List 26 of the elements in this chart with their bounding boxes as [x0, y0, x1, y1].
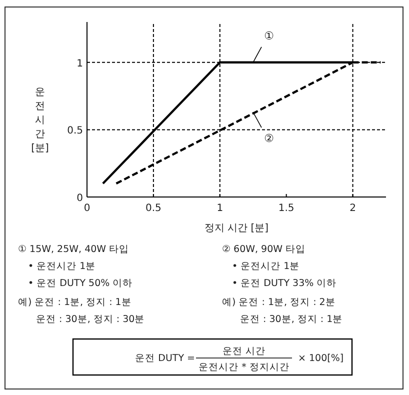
x-tick-label: 1.5	[278, 203, 294, 214]
y-tick-label: 1	[76, 58, 83, 70]
y-tick-label: 0	[76, 193, 83, 204]
text: × 100[%]	[298, 353, 344, 364]
x-tick-label: 0.5	[145, 203, 162, 214]
x-axis-title: 정지 시간 [분]	[204, 223, 269, 234]
text: 운전 시간	[222, 346, 266, 357]
annotation: ②	[264, 132, 274, 146]
text: ① 15W, 25W, 40W 타입	[18, 244, 130, 255]
text: 예) 운전 : 1분, 정지 : 1분	[18, 297, 132, 308]
text: • 운전 DUTY 50% 이하	[28, 278, 133, 289]
x-tick-label: 1	[216, 203, 224, 214]
text: 운전 : 30분, 정지 : 30분	[36, 314, 145, 325]
text: ② 60W, 90W 타입	[222, 244, 306, 255]
text: 운전 DUTY =	[135, 353, 195, 364]
text: 운전 : 30분, 정지 : 1분	[240, 314, 343, 325]
x-tick-label: 2	[350, 203, 356, 214]
text: 예) 운전 : 1분, 정지 : 2분	[222, 297, 336, 308]
text: 운전시간 * 정지시간	[198, 362, 290, 373]
y-axis-title: 운전시간[분]	[31, 87, 49, 154]
y-tick-label: 0.5	[67, 126, 83, 137]
text: • 운전 DUTY 33% 이하	[232, 278, 337, 289]
x-tick-label: 0	[84, 203, 90, 214]
text: • 운전시간 1분	[28, 261, 96, 272]
text: • 운전시간 1분	[232, 261, 300, 272]
annotation: ①	[264, 29, 274, 42]
